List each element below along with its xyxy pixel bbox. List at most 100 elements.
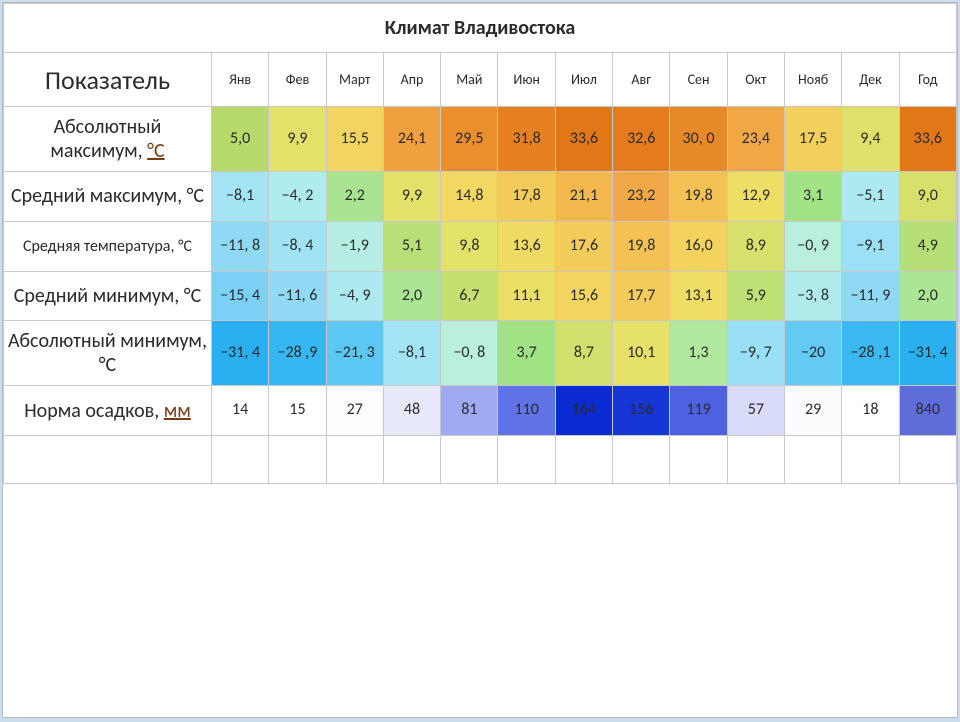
data-cell: 17,7 — [613, 271, 670, 321]
empty-cell — [842, 436, 899, 484]
data-cell: −20 — [784, 321, 841, 386]
data-cell: 31,8 — [498, 107, 555, 172]
data-cell: 119 — [670, 386, 727, 436]
data-cell: 30, 0 — [670, 107, 727, 172]
row-label: Средний максимум, °C — [4, 172, 212, 222]
data-cell: 9,4 — [842, 107, 899, 172]
data-cell: 16,0 — [670, 221, 727, 271]
data-cell: 29,5 — [441, 107, 498, 172]
row-label: Норма осадков, мм — [4, 386, 212, 436]
data-cell: 33,6 — [555, 107, 612, 172]
data-cell: 13,1 — [670, 271, 727, 321]
row-label: Средний минимум, °C — [4, 271, 212, 321]
data-cell: −3, 8 — [784, 271, 841, 321]
empty-cell — [441, 436, 498, 484]
data-cell: 5,9 — [727, 271, 784, 321]
row-label-text: Средний максимум, °C — [11, 184, 204, 208]
data-cell: −28 ,9 — [269, 321, 326, 386]
data-cell: 4,9 — [899, 221, 956, 271]
empty-cell — [613, 436, 670, 484]
month-header: Июн — [498, 53, 555, 107]
empty-cell — [269, 436, 326, 484]
data-cell: 13,6 — [498, 221, 555, 271]
data-cell: −11, 8 — [212, 221, 269, 271]
empty-cell — [326, 436, 383, 484]
data-cell: 27 — [326, 386, 383, 436]
climate-table-container: Климат ВладивостокаПоказательЯнвФевМартА… — [2, 2, 958, 718]
empty-cell — [498, 436, 555, 484]
data-cell: −4, 9 — [326, 271, 383, 321]
empty-cell — [727, 436, 784, 484]
month-header: Год — [899, 53, 956, 107]
row-label-text: Норма осадков, — [24, 399, 164, 423]
data-cell: 1,3 — [670, 321, 727, 386]
data-cell: −31, 4 — [899, 321, 956, 386]
unit-link[interactable]: °C — [147, 139, 164, 163]
data-cell: 17,5 — [784, 107, 841, 172]
data-cell: −8, 4 — [269, 221, 326, 271]
data-cell: 9,8 — [441, 221, 498, 271]
data-cell: 110 — [498, 386, 555, 436]
data-cell: −21, 3 — [326, 321, 383, 386]
data-cell: −0, 8 — [441, 321, 498, 386]
climate-table: Климат ВладивостокаПоказательЯнвФевМартА… — [3, 3, 957, 484]
month-header: Фев — [269, 53, 326, 107]
empty-cell — [383, 436, 440, 484]
data-cell: −9,1 — [842, 221, 899, 271]
data-cell: 15,5 — [326, 107, 383, 172]
month-header: Дек — [842, 53, 899, 107]
data-cell: 19,8 — [670, 172, 727, 222]
data-cell: −5,1 — [842, 172, 899, 222]
data-cell: 32,6 — [613, 107, 670, 172]
data-cell: 2,0 — [899, 271, 956, 321]
data-cell: −11, 6 — [269, 271, 326, 321]
data-cell: 18 — [842, 386, 899, 436]
data-cell: 9,0 — [899, 172, 956, 222]
month-header: Май — [441, 53, 498, 107]
data-cell: −28 ,1 — [842, 321, 899, 386]
row-label-text: Абсолютный максимум, — [50, 115, 161, 163]
month-header: Янв — [212, 53, 269, 107]
month-header: Апр — [383, 53, 440, 107]
data-cell: 48 — [383, 386, 440, 436]
empty-cell — [4, 436, 212, 484]
data-cell: 3,1 — [784, 172, 841, 222]
empty-cell — [212, 436, 269, 484]
data-cell: 5,1 — [383, 221, 440, 271]
data-cell: 156 — [613, 386, 670, 436]
month-header: Нояб — [784, 53, 841, 107]
data-cell: −1,9 — [326, 221, 383, 271]
data-cell: 17,8 — [498, 172, 555, 222]
data-cell: 29 — [784, 386, 841, 436]
data-cell: 33,6 — [899, 107, 956, 172]
row-label: Абсолютный максимум, °C — [4, 107, 212, 172]
unit-link[interactable]: мм — [164, 399, 191, 423]
data-cell: 2,0 — [383, 271, 440, 321]
data-cell: 23,4 — [727, 107, 784, 172]
row-label-text: Средний минимум, °C — [14, 284, 202, 308]
data-cell: 9,9 — [383, 172, 440, 222]
data-cell: 164 — [555, 386, 612, 436]
month-header: Окт — [727, 53, 784, 107]
empty-cell — [899, 436, 956, 484]
data-cell: −8,1 — [383, 321, 440, 386]
row-label: Средняя температура, °C — [4, 221, 212, 271]
data-cell: 14 — [212, 386, 269, 436]
data-cell: 840 — [899, 386, 956, 436]
data-cell: 3,7 — [498, 321, 555, 386]
empty-cell — [555, 436, 612, 484]
month-header: Июл — [555, 53, 612, 107]
data-cell: 2,2 — [326, 172, 383, 222]
month-header: Авг — [613, 53, 670, 107]
row-label: Абсолютный минимум, °C — [4, 321, 212, 386]
data-cell: 6,7 — [441, 271, 498, 321]
data-cell: 24,1 — [383, 107, 440, 172]
data-cell: 8,9 — [727, 221, 784, 271]
month-header: Сен — [670, 53, 727, 107]
data-cell: 21,1 — [555, 172, 612, 222]
data-cell: 14,8 — [441, 172, 498, 222]
data-cell: 5,0 — [212, 107, 269, 172]
data-cell: 17,6 — [555, 221, 612, 271]
data-cell: −0, 9 — [784, 221, 841, 271]
data-cell: 15,6 — [555, 271, 612, 321]
